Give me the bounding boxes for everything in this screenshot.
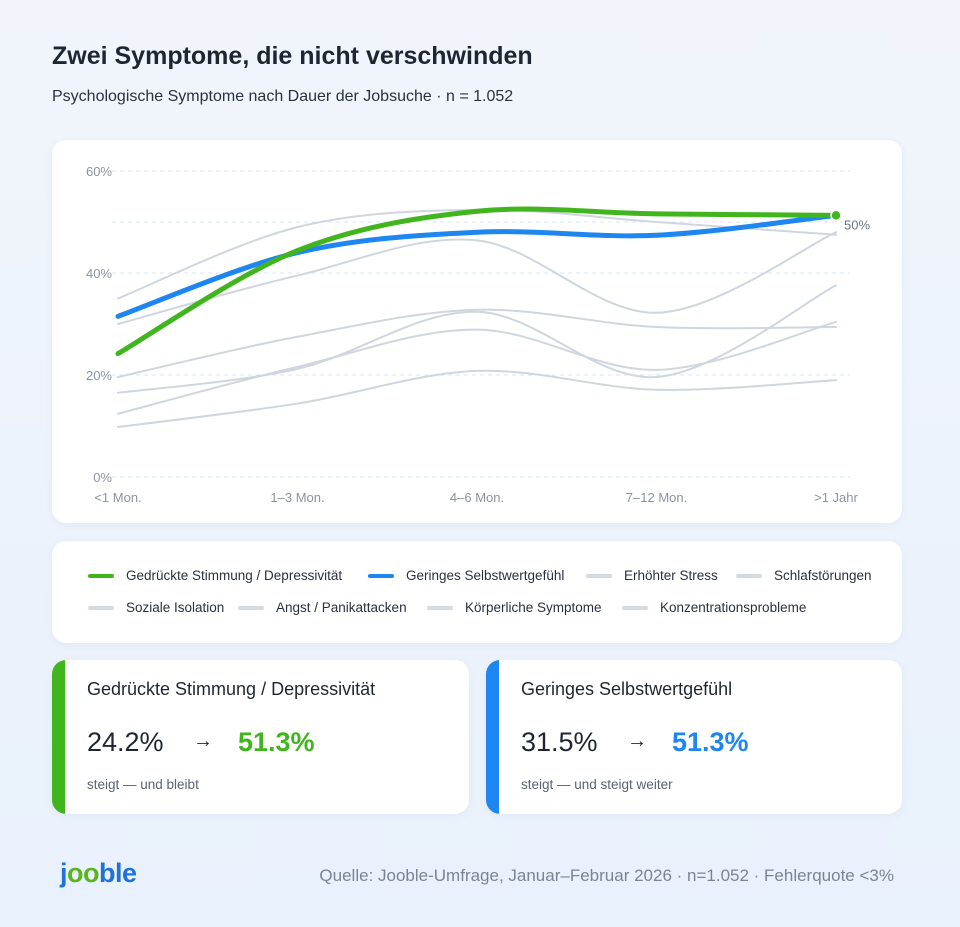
y-tick-label: 0% bbox=[93, 470, 112, 485]
y-tick-label: 40% bbox=[86, 266, 112, 281]
legend-swatch bbox=[88, 573, 114, 578]
stat-card-self-esteem: Geringes Selbstwertgefühl 31.5% → 51.3% … bbox=[486, 660, 902, 814]
arrow-right-icon: → bbox=[193, 730, 213, 752]
series-line-konzentrationsprobleme bbox=[117, 369, 837, 429]
x-tick-label: >1 Jahr bbox=[814, 490, 858, 505]
stat-from: 24.2% bbox=[87, 727, 164, 757]
x-tick-label: 4–6 Mon. bbox=[450, 490, 504, 505]
stat-name: Geringes Selbstwertgefühl bbox=[521, 679, 733, 699]
legend-swatch bbox=[586, 573, 612, 578]
source-note: Quelle: Jooble-Umfrage, Januar–Februar 2… bbox=[319, 866, 894, 885]
legend-swatch bbox=[368, 573, 394, 578]
legend-label: Erhöhter Stress bbox=[624, 568, 718, 583]
stat-note: steigt — und bleibt bbox=[87, 777, 199, 792]
stat-card-depressivity: Gedrückte Stimmung / Depressivität 24.2%… bbox=[52, 660, 469, 814]
legend-label: Konzentrationsprobleme bbox=[660, 600, 807, 615]
legend-item: Gedrückte Stimmung / Depressivität bbox=[88, 568, 342, 583]
series-line-schlafstörungen bbox=[117, 231, 837, 325]
x-tick-label: 1–3 Mon. bbox=[270, 490, 324, 505]
legend-label: Soziale Isolation bbox=[126, 600, 225, 615]
legend-swatch bbox=[238, 605, 264, 610]
stat-from: 31.5% bbox=[521, 727, 598, 757]
page-subtitle: Psychologische Symptome nach Dauer der J… bbox=[52, 88, 514, 105]
legend: Gedrückte Stimmung / Depressivität Gerin… bbox=[52, 541, 902, 643]
x-tick-label: 7–12 Mon. bbox=[626, 490, 687, 505]
legend-swatch bbox=[736, 573, 762, 578]
line-chart: 0% 20% 40% 60% <1 Mon. 1–3 Mon. 4–6 Mon. 7–12 M… bbox=[86, 164, 870, 505]
chart-card: 0% 20% 40% 60% <1 Mon. 1–3 Mon. 4–6 Mon. 7–12 M… bbox=[52, 140, 902, 523]
series-line-gedrückte-stimmung-depressivität bbox=[115, 206, 839, 357]
arrow-right-icon: → bbox=[627, 730, 647, 752]
x-tick-label: <1 Mon. bbox=[94, 490, 141, 505]
legend-item: Körperliche Symptome bbox=[427, 600, 602, 615]
y-tick-label: 20% bbox=[86, 368, 112, 383]
legend-item: Schlafstörungen bbox=[736, 568, 872, 583]
series-line-körperliche-symptome bbox=[117, 320, 837, 415]
legend-label: Körperliche Symptome bbox=[465, 600, 602, 615]
stat-note: steigt — und steigt weiter bbox=[521, 777, 673, 792]
accent-bar bbox=[52, 660, 65, 814]
legend-label: Geringes Selbstwertgefühl bbox=[406, 568, 565, 583]
legend-swatch bbox=[427, 605, 453, 610]
legend-swatch bbox=[622, 605, 648, 610]
jooble-logo: jooble bbox=[60, 858, 137, 888]
y-tick-label: 60% bbox=[86, 164, 112, 179]
legend-item: Erhöhter Stress bbox=[586, 568, 718, 583]
series-line-angst-panikattacken bbox=[117, 284, 837, 394]
stat-to: 51.3% bbox=[238, 727, 315, 757]
legend-item: Konzentrationsprobleme bbox=[622, 600, 806, 615]
accent-bar bbox=[486, 660, 499, 814]
stat-to: 51.3% bbox=[672, 727, 749, 757]
legend-item: Soziale Isolation bbox=[88, 600, 224, 615]
stat-name: Gedrückte Stimmung / Depressivität bbox=[87, 679, 376, 699]
legend-label: Angst / Panikattacken bbox=[276, 600, 407, 615]
end-annotation: 50% bbox=[844, 217, 870, 232]
page-title: Zwei Symptome, die nicht verschwinden bbox=[52, 42, 533, 70]
legend-item: Angst / Panikattacken bbox=[238, 600, 407, 615]
legend-label: Gedrückte Stimmung / Depressivität bbox=[126, 568, 343, 583]
series-line-geringes-selbstwertgefühl bbox=[115, 212, 839, 319]
legend-item: Geringes Selbstwertgefühl bbox=[368, 568, 564, 583]
legend-swatch bbox=[88, 605, 114, 610]
end-point-marker bbox=[830, 209, 842, 222]
series-line-soziale-isolation bbox=[117, 308, 837, 379]
legend-label: Schlafstörungen bbox=[774, 568, 872, 583]
